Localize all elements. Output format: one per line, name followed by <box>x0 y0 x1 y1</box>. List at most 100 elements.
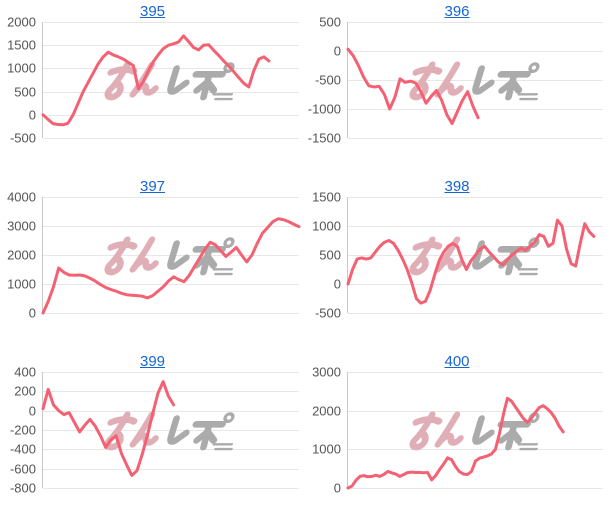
y-tick-label: 2000 <box>7 14 36 30</box>
y-tick-label: 500 <box>14 84 36 100</box>
y-tick-label: -600 <box>9 461 36 477</box>
chart-cell-400: 400 3000 2000 1000 0 <box>305 350 609 526</box>
gridline <box>348 488 603 489</box>
chart-link-395[interactable]: 395 <box>139 3 166 20</box>
gridline <box>43 138 299 139</box>
series-line <box>43 22 299 138</box>
gridline <box>348 284 603 285</box>
y-tick-label: 500 <box>319 247 341 263</box>
plot-area <box>42 372 299 489</box>
gridline <box>43 372 299 373</box>
y-tick-label: 2000 <box>7 247 36 263</box>
chart-cell-397: 397 4000 3000 2000 1000 0 <box>0 175 305 350</box>
chart-title-row: 398 <box>305 178 609 196</box>
y-tick-label: -500 <box>314 72 341 88</box>
y-tick-label: 0 <box>28 403 36 419</box>
gridline <box>43 68 299 70</box>
y-tick-label: -400 <box>9 441 36 457</box>
gridline <box>348 410 603 412</box>
series-line <box>43 197 299 313</box>
gridline <box>348 226 603 227</box>
y-tick-label: 2000 <box>312 403 341 419</box>
y-axis-labels: 2000 1500 1000 500 0 -500 <box>0 15 38 146</box>
y-tick-label: 0 <box>333 276 341 292</box>
chart-title-row: 397 <box>0 178 305 196</box>
y-axis-labels: 4000 3000 2000 1000 0 <box>0 190 38 321</box>
gridline <box>348 313 603 314</box>
chart-cell-398: 398 1500 1000 500 0 -500 <box>305 175 609 350</box>
chart-link-397[interactable]: 397 <box>139 178 166 195</box>
gridline <box>348 51 603 52</box>
y-tick-label: 3000 <box>312 364 341 380</box>
chart-plot-399: 400 200 0 -200 -400 -600 -800 <box>0 365 305 496</box>
chart-link-400[interactable]: 400 <box>444 353 470 370</box>
chart-cell-396: 396 500 0 -500 -1000 -1500 <box>305 0 609 175</box>
y-tick-label: -1500 <box>307 130 341 146</box>
gridline <box>348 372 603 373</box>
y-tick-label: 1500 <box>312 189 341 205</box>
y-tick-label: 1000 <box>312 441 341 457</box>
y-tick-label: 1000 <box>312 218 341 234</box>
chart-link-399[interactable]: 399 <box>139 353 166 370</box>
y-axis-labels: 3000 2000 1000 0 <box>305 365 343 496</box>
plot-area <box>347 22 603 139</box>
chart-plot-400: 3000 2000 1000 0 <box>305 365 609 496</box>
gridline <box>43 488 299 489</box>
chart-title-row: 395 <box>0 3 305 21</box>
gridline <box>43 410 299 412</box>
gridline <box>348 22 603 23</box>
y-tick-label: 0 <box>28 305 36 321</box>
series-line <box>348 197 603 313</box>
gridline <box>43 197 299 198</box>
gridline <box>348 138 603 139</box>
gridline <box>348 197 603 198</box>
gridline <box>43 468 299 470</box>
plot-area <box>42 197 299 314</box>
plot-area <box>347 372 603 489</box>
series-line <box>43 372 299 488</box>
chart-title-row: 399 <box>0 353 305 371</box>
y-tick-label: -500 <box>9 130 36 146</box>
y-axis-labels: 500 0 -500 -1000 -1500 <box>305 15 343 146</box>
chart-plot-398: 1500 1000 500 0 -500 <box>305 190 609 321</box>
chart-link-398[interactable]: 398 <box>444 178 470 195</box>
y-tick-label: 1000 <box>7 276 36 292</box>
chart-cell-399: 399 400 200 0 -200 -400 -600 -800 <box>0 350 305 526</box>
y-tick-label: -200 <box>9 422 36 438</box>
chart-cell-395: 395 2000 1500 1000 500 0 -500 <box>0 0 305 175</box>
y-axis-labels: 400 200 0 -200 -400 -600 -800 <box>0 365 38 496</box>
y-tick-label: 1000 <box>7 60 36 76</box>
gridline <box>348 449 603 451</box>
y-tick-label: 1500 <box>7 37 36 53</box>
y-tick-label: -800 <box>9 480 36 496</box>
chart-plot-396: 500 0 -500 -1000 -1500 <box>305 15 609 146</box>
gridline <box>43 449 299 451</box>
chart-title-row: 396 <box>305 3 609 21</box>
y-axis-labels: 1500 1000 500 0 -500 <box>305 190 343 321</box>
plot-area <box>42 22 299 139</box>
chart-title-row: 400 <box>305 353 609 371</box>
y-tick-label: 0 <box>28 107 36 123</box>
y-tick-label: 400 <box>14 364 36 380</box>
gridline <box>43 313 299 314</box>
gridline <box>43 391 299 393</box>
gridline <box>43 226 299 227</box>
plot-area <box>347 197 603 314</box>
gridline <box>43 114 299 116</box>
chart-plot-397: 4000 3000 2000 1000 0 <box>0 190 305 321</box>
series-line <box>348 22 603 138</box>
y-tick-label: 3000 <box>7 218 36 234</box>
y-tick-label: -500 <box>314 305 341 321</box>
y-tick-label: 0 <box>333 43 341 59</box>
y-tick-label: 0 <box>333 480 341 496</box>
gridline <box>43 284 299 285</box>
y-tick-label: 4000 <box>7 189 36 205</box>
chart-plot-395: 2000 1500 1000 500 0 -500 <box>0 15 305 146</box>
chart-link-396[interactable]: 396 <box>444 3 470 20</box>
series-line <box>348 372 603 488</box>
y-tick-label: 200 <box>14 383 36 399</box>
y-tick-label: -1000 <box>307 101 341 117</box>
gridline <box>43 22 299 23</box>
y-tick-label: 500 <box>319 14 341 30</box>
